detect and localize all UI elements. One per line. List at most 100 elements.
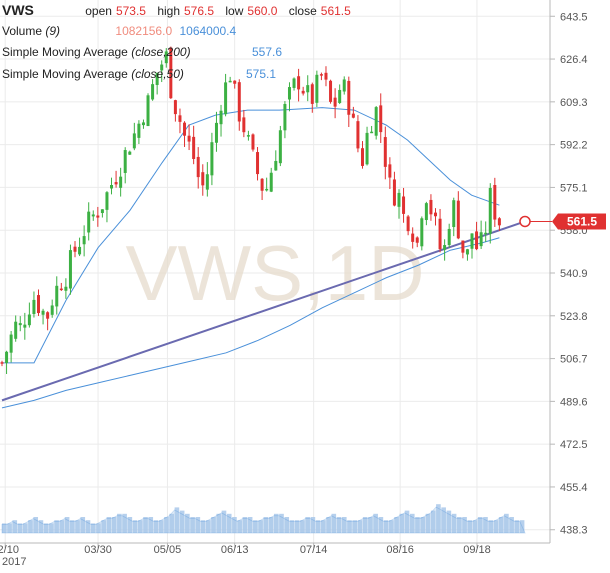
candle-body bbox=[132, 133, 136, 149]
volume-bar bbox=[446, 510, 452, 533]
candle-body bbox=[119, 176, 123, 188]
trendline-series bbox=[1, 220, 526, 402]
volume-bar bbox=[263, 517, 269, 533]
y-tick-label: 438.3 bbox=[560, 525, 588, 537]
volume-bar bbox=[80, 517, 86, 533]
sma200-label: Simple Moving Average bbox=[2, 45, 128, 59]
volume-bar bbox=[237, 520, 242, 533]
grid-lines bbox=[0, 0, 550, 543]
ohlc-legend-row: VWS open 573.5 high 576.5 low 560.0 close 56… bbox=[2, 2, 351, 18]
candle-body bbox=[370, 131, 374, 134]
volume-bar bbox=[96, 523, 101, 533]
candle-body bbox=[14, 321, 18, 339]
sma50-line bbox=[2, 107, 500, 364]
y-tick-label: 506.7 bbox=[560, 354, 588, 366]
candle-body bbox=[110, 185, 114, 189]
candle-body bbox=[192, 136, 196, 159]
candle-body bbox=[246, 135, 250, 137]
candle-body bbox=[160, 64, 164, 71]
last-price-marker[interactable] bbox=[519, 215, 531, 228]
x-tick-label: 06/13 bbox=[221, 544, 249, 556]
symbol-label[interactable]: VWS bbox=[2, 2, 34, 18]
volume-bar bbox=[216, 513, 222, 533]
volume-bar bbox=[519, 520, 525, 533]
volume-bar bbox=[117, 513, 122, 533]
volume-bar bbox=[137, 520, 143, 533]
candle-body bbox=[87, 211, 91, 233]
volume-bar bbox=[289, 520, 295, 533]
volume-bar bbox=[38, 520, 44, 533]
volume-bar bbox=[7, 523, 12, 533]
candle-body bbox=[73, 246, 77, 252]
candle-body bbox=[123, 150, 127, 173]
volume-bar bbox=[509, 517, 514, 533]
volume-param: (9) bbox=[45, 24, 61, 38]
sma50-label: Simple Moving Average bbox=[2, 67, 128, 81]
candle-body bbox=[402, 196, 406, 214]
volume-bar bbox=[247, 517, 253, 533]
volume-bar bbox=[321, 520, 326, 533]
volume-bar bbox=[258, 520, 263, 533]
candle-body bbox=[452, 200, 456, 228]
volume-bar bbox=[200, 520, 206, 533]
candle-body bbox=[360, 148, 364, 166]
last-price-badge-text: 561.5 bbox=[567, 214, 597, 228]
candle-body bbox=[233, 80, 237, 84]
candle-body bbox=[415, 237, 419, 243]
volume-bar bbox=[300, 520, 305, 533]
volume-bar bbox=[305, 517, 310, 533]
volume-bar bbox=[253, 520, 258, 533]
x-tick-label: 05/05 bbox=[154, 544, 182, 556]
candle-body bbox=[55, 285, 59, 307]
volume-bar bbox=[90, 523, 96, 533]
candle-body bbox=[447, 228, 451, 246]
candle-body bbox=[443, 245, 447, 250]
candle-body bbox=[324, 72, 328, 80]
candle-body bbox=[78, 246, 82, 255]
volume-bar bbox=[17, 523, 23, 533]
volume-bar bbox=[378, 517, 384, 533]
candle-body bbox=[219, 110, 223, 125]
volume-bar bbox=[441, 507, 446, 533]
volume-bar bbox=[226, 513, 232, 533]
low-value: 560.0 bbox=[247, 4, 278, 18]
candle-body bbox=[32, 299, 36, 315]
volume-bar bbox=[111, 517, 117, 533]
volume-bar bbox=[232, 517, 237, 533]
candle-body bbox=[310, 84, 314, 104]
x-tick-label: 02/10 bbox=[0, 544, 19, 556]
volume-bar bbox=[279, 513, 284, 533]
candle-body bbox=[456, 200, 460, 239]
last-price-badge[interactable]: 561.5 bbox=[552, 213, 606, 230]
volume-bar bbox=[483, 517, 488, 533]
candle-body bbox=[429, 199, 433, 215]
sma50-legend-row[interactable]: Simple Moving Average (close,50) 575.1 bbox=[2, 67, 276, 81]
volume-bar bbox=[326, 517, 331, 533]
last-price-badge-shape bbox=[552, 213, 606, 230]
sma200-series bbox=[1, 237, 500, 409]
candle-body bbox=[465, 249, 469, 255]
candle-body bbox=[23, 324, 27, 328]
close-value: 561.5 bbox=[320, 4, 351, 18]
volume-bar bbox=[394, 517, 399, 533]
y-tick-label: 489.6 bbox=[560, 396, 588, 408]
volume-bar bbox=[127, 517, 133, 533]
volume-bar bbox=[315, 520, 321, 533]
sma200-param: (close,200) bbox=[131, 45, 191, 59]
volume-bar bbox=[221, 510, 227, 533]
sma200-legend-row[interactable]: Simple Moving Average (close,200) 557.6 bbox=[2, 45, 282, 59]
volume-bar bbox=[179, 510, 185, 533]
volume-bar bbox=[430, 510, 436, 533]
candle-body bbox=[274, 160, 278, 171]
candle-body bbox=[68, 250, 72, 289]
price-axis-panel[interactable] bbox=[550, 0, 610, 543]
candle-body bbox=[365, 132, 369, 165]
volume-bar bbox=[357, 520, 363, 533]
volume-legend-row[interactable]: Volume (9) 1082156.0 1064000.4 bbox=[2, 24, 236, 38]
volume-bar bbox=[373, 513, 378, 533]
candle-body bbox=[64, 286, 68, 291]
candle-body bbox=[178, 115, 182, 122]
candle-body bbox=[433, 212, 437, 217]
